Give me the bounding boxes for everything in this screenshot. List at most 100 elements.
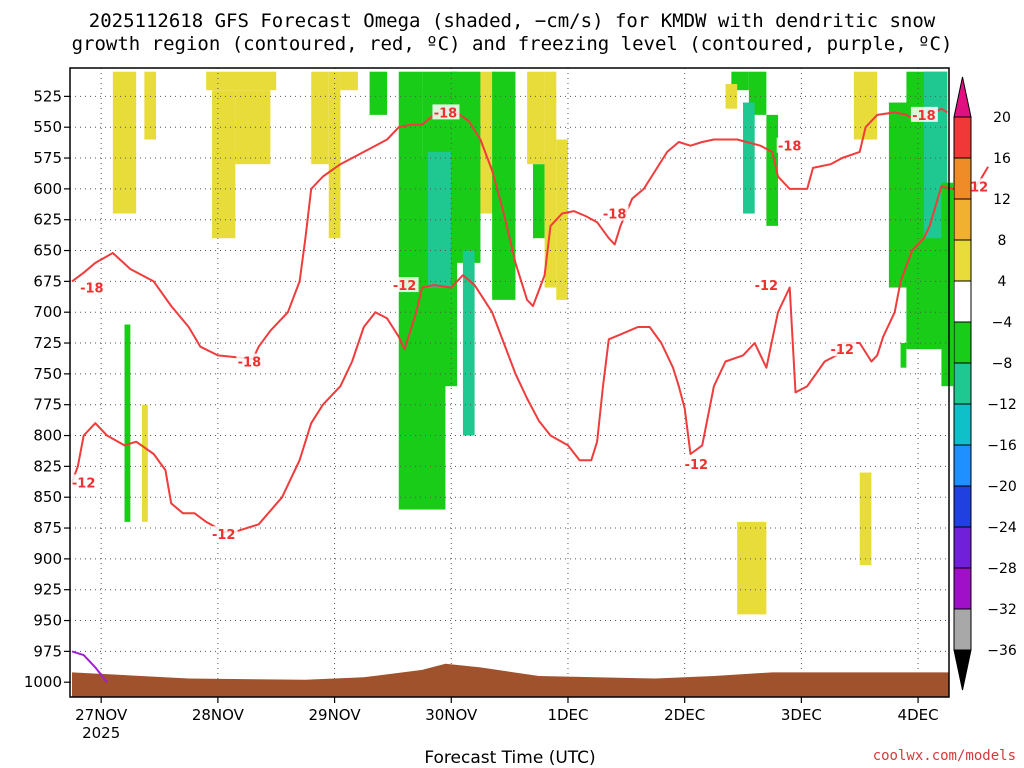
colorbar-swatch [953, 403, 972, 446]
contour-label: -18 [434, 106, 458, 121]
x-tick-label: 2DEC [664, 706, 705, 724]
y-tick-label: 1000 [24, 673, 62, 691]
x-tick-label: 28NOV [192, 706, 245, 724]
colorbar-label: −28 [987, 561, 1017, 577]
omega-shade [144, 71, 157, 140]
omega-shade [451, 71, 481, 263]
contour-label-bg [776, 137, 804, 153]
colorbar-label: −36 [987, 643, 1017, 659]
omega-shade [743, 102, 755, 214]
y-tick-label: 900 [33, 550, 62, 568]
colorbar-swatch [953, 485, 972, 528]
credit-text: coolwx.com/models [873, 748, 1016, 764]
omega-shade [725, 84, 738, 109]
chart-title-line-1: 2025112618 GFS Forecast Omega (shaded, −… [89, 10, 936, 32]
omega-shade [527, 71, 545, 165]
colorbar-label: −20 [987, 479, 1017, 495]
contour-label-bg [753, 277, 781, 293]
omega-shade [206, 71, 277, 91]
omega-shade [427, 151, 452, 288]
x-tick-sublabel: 2025 [82, 724, 120, 742]
omega-shade [235, 90, 271, 165]
contour-label-bg [78, 279, 106, 295]
colorbar-label: −32 [987, 602, 1017, 618]
y-tick-label: 600 [33, 180, 62, 198]
y-tick-label: 750 [33, 365, 62, 383]
y-tick-label: 650 [33, 242, 62, 260]
colorbar-swatch [953, 608, 972, 651]
omega-shade [124, 324, 131, 522]
contour-label-bg [391, 277, 419, 293]
contour-line-0 [71, 650, 108, 683]
colorbar-under-arrow [953, 649, 972, 691]
omega-shade [900, 343, 907, 368]
colorbar-label: −16 [987, 438, 1017, 454]
omega-shade [532, 164, 545, 239]
x-axis-title: Forecast Time (UTC) [424, 748, 595, 768]
contour-label-bg [910, 106, 938, 122]
contour-label: -12 [755, 279, 779, 294]
y-tick-label: 875 [33, 519, 62, 537]
contour-label: -18 [603, 208, 627, 223]
omega-shade [556, 139, 568, 300]
colorbar-swatch [953, 321, 972, 364]
y-tick-label: 800 [33, 427, 62, 445]
y-tick-label: 975 [33, 642, 62, 660]
contour-label-bg [210, 526, 238, 542]
contour-label: -12 [685, 458, 709, 473]
omega-shade [462, 250, 475, 436]
colorbar-label: 12 [993, 192, 1011, 208]
x-tick-label: 30NOV [425, 706, 478, 724]
contour-label: -12 [72, 476, 96, 491]
y-tick-label: 525 [33, 87, 62, 105]
y-tick-label: 675 [33, 272, 62, 290]
colorbar-swatch [953, 239, 972, 282]
y-tick-label: 725 [33, 334, 62, 352]
contour-label: -18 [80, 282, 104, 297]
omega-shade [853, 71, 878, 140]
y-tick-label: 550 [33, 118, 62, 136]
omega-shade [112, 71, 137, 214]
omega-shade [369, 71, 388, 115]
colorbar-over-arrow [953, 76, 972, 118]
colorbar: 20 16 12 8 4 −4 −8 −12 −16 −20 −24 −28 −32 −36 [953, 76, 1017, 691]
colorbar-swatch [953, 116, 972, 159]
colorbar-swatch [953, 526, 972, 569]
y-tick-label: 575 [33, 149, 62, 167]
contour-label-bg [70, 474, 98, 490]
contour-labels: -18-18-18-18-18-18-12-12-12 -12-12-12-12 [70, 104, 991, 543]
colorbar-swatch [953, 444, 972, 487]
omega-shade [941, 182, 954, 387]
terrain-fill [72, 663, 949, 697]
colorbar-label: −8 [992, 356, 1013, 372]
omega-shade [766, 114, 779, 226]
colorbar-label: 20 [993, 110, 1011, 126]
colorbar-swatch [953, 280, 972, 323]
colorbar-label: 4 [998, 274, 1007, 290]
colorbar-swatch [953, 157, 972, 200]
contour-label-bg [432, 104, 460, 120]
omega-shade [311, 71, 329, 165]
y-tick-label: 825 [33, 457, 62, 475]
contour-label-bg [601, 205, 629, 221]
plot-frame [69, 67, 950, 698]
colorbar-label: 16 [993, 151, 1011, 167]
colorbar-swatch [953, 567, 972, 610]
colorbar-label: −4 [992, 315, 1013, 331]
omega-shade [398, 71, 423, 159]
x-tick-label: 4DEC [898, 706, 939, 724]
omega-shade [142, 404, 148, 522]
y-axis: 525 550 575 600 625 650 675 700 725 750 775 800 825 8… [24, 87, 70, 691]
colorbar-label: −24 [987, 520, 1017, 536]
colorbar-label: −12 [987, 397, 1017, 413]
omega-shade [544, 71, 557, 288]
contour-label-bg [236, 353, 264, 369]
colorbar-label: 8 [998, 233, 1007, 249]
omega-shading [112, 71, 954, 615]
contour-label: -12 [830, 343, 854, 358]
contour-label: -12 [393, 279, 417, 294]
omega-shade [212, 90, 236, 239]
contour-label: -12 [212, 528, 236, 543]
omega-shade [340, 71, 358, 91]
